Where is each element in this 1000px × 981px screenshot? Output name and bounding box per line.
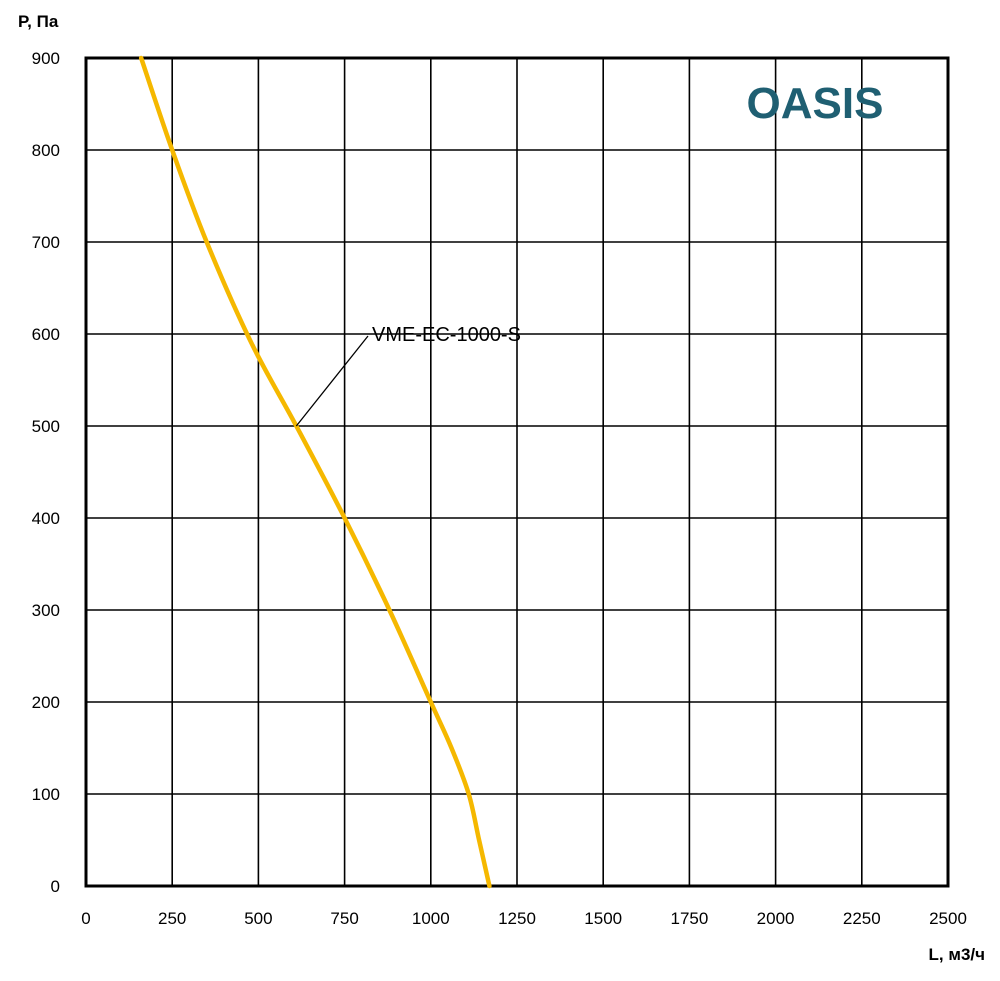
y-tick-labels: 0 100 200 300 400 500 600 700 800 900 [32,49,60,896]
y-tick-label-300: 300 [32,601,60,620]
y-tick-label-700: 700 [32,233,60,252]
x-tick-label-250: 250 [158,909,186,928]
y-tick-label-900: 900 [32,49,60,68]
annotation-label: VME-EC-1000-S [372,324,521,346]
x-tick-label-1000: 1000 [412,909,450,928]
y-tick-label-100: 100 [32,785,60,804]
x-axis-title: L, м3/ч [929,945,985,964]
y-axis-title: P, Па [18,12,59,31]
x-tick-label-750: 750 [330,909,358,928]
x-tick-label-2250: 2250 [843,909,881,928]
y-tick-label-400: 400 [32,509,60,528]
annotation-layer: VME-EC-1000-S [295,324,521,427]
y-tick-label-0: 0 [51,877,60,896]
plot-frame [84,56,950,888]
x-tick-label-1750: 1750 [670,909,708,928]
y-tick-label-200: 200 [32,693,60,712]
oasis-logo: OASIS [747,79,884,128]
x-tick-labels: 0 250 500 750 1000 1250 1500 1750 2000 2250 2500 [81,909,967,928]
x-tick-label-0: 0 [81,909,90,928]
grid [85,57,949,887]
x-tick-label-1250: 1250 [498,909,536,928]
x-tick-label-1500: 1500 [584,909,622,928]
plot-frame-border [84,56,950,888]
x-tick-label-500: 500 [244,909,272,928]
y-tick-label-500: 500 [32,417,60,436]
x-tick-label-2000: 2000 [757,909,795,928]
y-tick-label-800: 800 [32,141,60,160]
series-line-0 [138,55,492,889]
annotation-leader-line [295,335,369,427]
y-tick-label-600: 600 [32,325,60,344]
x-tick-label-2500: 2500 [929,909,967,928]
series-layer [138,55,492,889]
